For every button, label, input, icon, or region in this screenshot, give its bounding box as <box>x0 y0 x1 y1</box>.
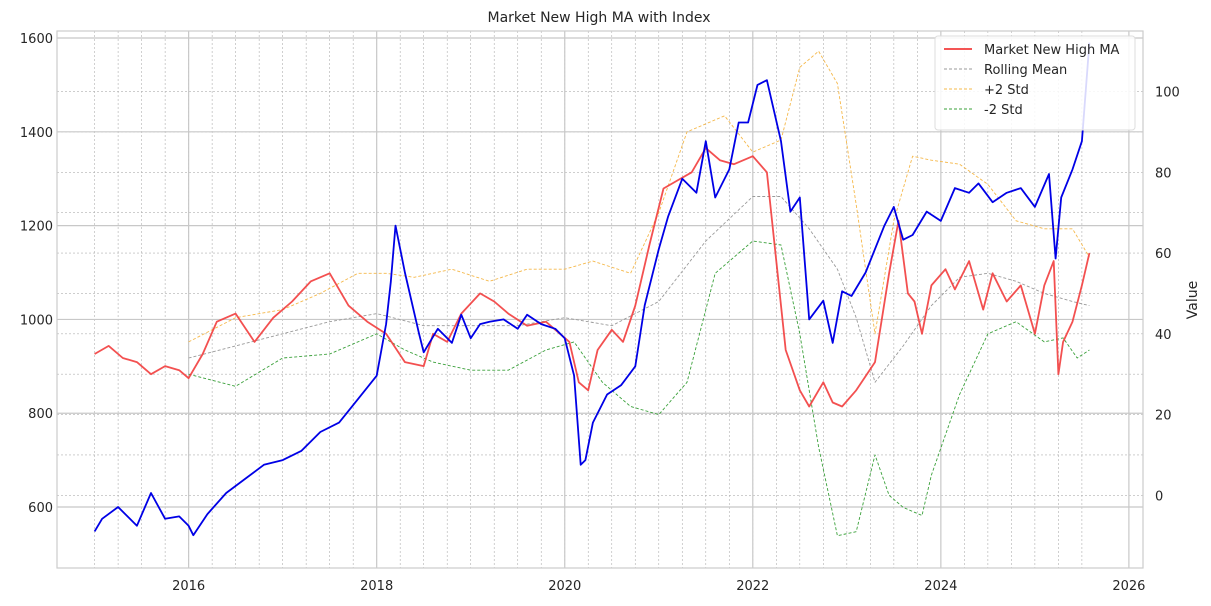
y-left-tick-label: 800 <box>28 407 53 422</box>
x-tick-label: 2024 <box>924 579 957 594</box>
y-right-tick-label: 40 <box>1155 328 1172 343</box>
series-line-ma <box>94 147 1091 408</box>
y-left-tick-label: 1200 <box>20 220 53 235</box>
y-left-tick-label: 1000 <box>20 313 53 328</box>
y-right-tick-label: 100 <box>1155 86 1180 101</box>
y-axis-right: 0 20 40 60 80 100 <box>1155 86 1180 505</box>
x-tick-label: 2020 <box>548 579 581 594</box>
y-right-tick-label: 60 <box>1155 247 1172 262</box>
y-right-tick-label: 20 <box>1155 409 1172 424</box>
x-tick-label: 2022 <box>736 579 769 594</box>
y-left-tick-label: 1600 <box>20 32 53 47</box>
legend-label: Market New High MA <box>984 43 1120 58</box>
y-axis-right-label: Value <box>1185 281 1201 319</box>
x-tick-label: 2018 <box>360 579 393 594</box>
series-line-rolling <box>188 196 1090 383</box>
series-layer <box>93 42 1091 537</box>
x-tick-label: 2026 <box>1112 579 1145 594</box>
legend-box <box>934 35 1136 131</box>
y-right-tick-label: 80 <box>1155 166 1172 181</box>
y-left-tick-label: 600 <box>28 501 53 516</box>
y-left-tick-label: 1400 <box>20 126 53 141</box>
legend-label: +2 Std <box>984 83 1029 98</box>
legend: Market New High MA Rolling Mean +2 Std -2 S… <box>934 35 1136 131</box>
legend-label: -2 Std <box>984 103 1023 118</box>
series-line-index <box>93 42 1091 537</box>
x-axis: 2016 2018 2020 2022 2024 2026 <box>172 579 1145 594</box>
y-right-tick-label: 0 <box>1155 489 1163 504</box>
y-axis-left: 600 800 1000 1200 1400 1600 <box>20 32 53 516</box>
legend-label: Rolling Mean <box>984 63 1067 78</box>
chart-title: Market New High MA with Index <box>488 10 711 26</box>
x-tick-label: 2016 <box>172 579 205 594</box>
plot-frame <box>56 30 1144 569</box>
